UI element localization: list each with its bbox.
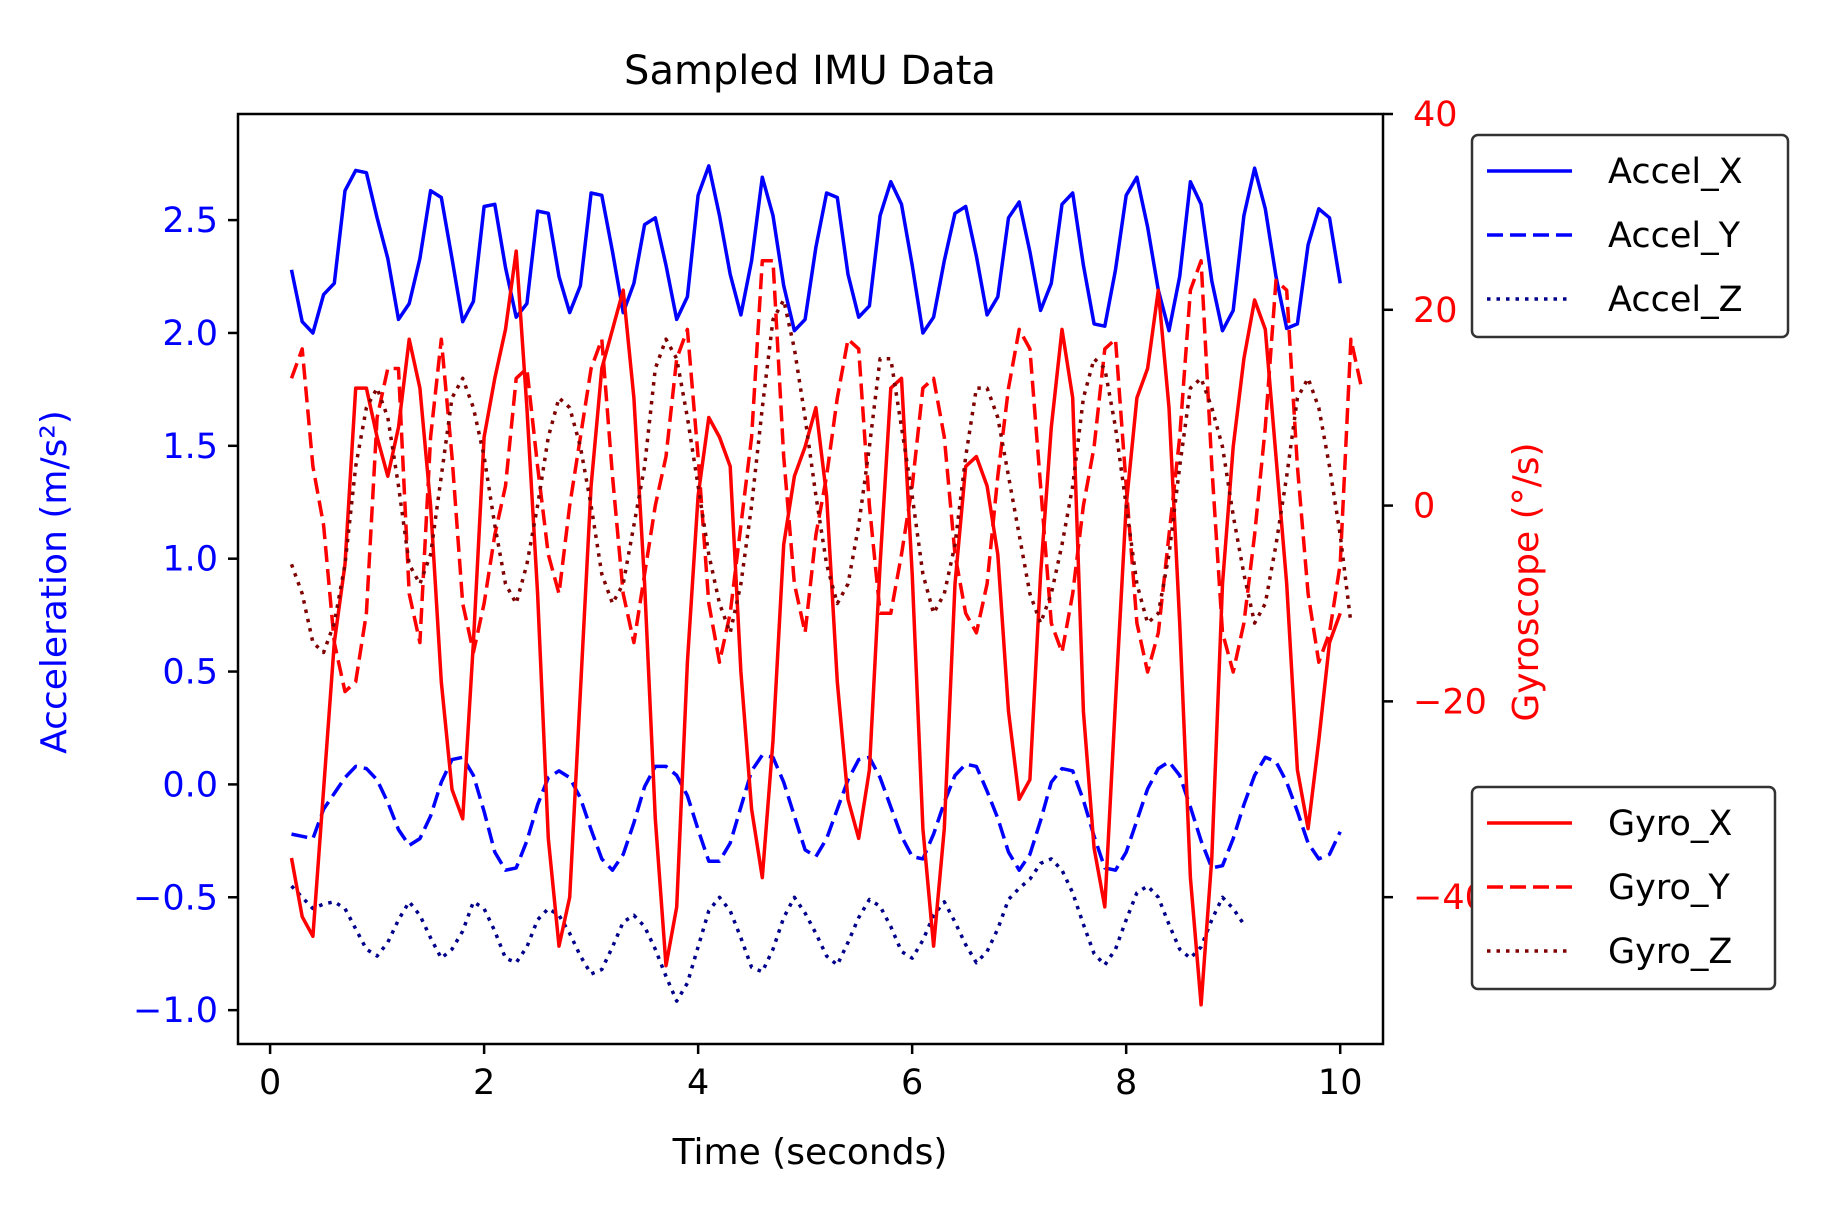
series-accel-x <box>289 164 1342 335</box>
y-tick-label-left: 1.0 <box>162 540 218 580</box>
legend-accel-y-label: Accel_Y <box>1608 216 1741 256</box>
series-gyro-y <box>289 259 1364 694</box>
series-layer <box>289 164 1364 1007</box>
y-tick-label-left: −0.5 <box>133 878 218 918</box>
x-axis-label: Time (seconds) <box>672 1132 948 1173</box>
plot-frame <box>236 112 1385 1046</box>
x-tick-label: 6 <box>901 1063 923 1103</box>
y-tick-label-left: −1.0 <box>133 991 218 1031</box>
legend-gyro-z-label: Gyro_Z <box>1608 932 1732 972</box>
legend-gyro-y-label: Gyro_Y <box>1608 868 1730 908</box>
y-tick-label-left: 2.0 <box>162 314 218 354</box>
legend-accel-frame <box>1470 133 1790 339</box>
legend-gyro-x-label: Gyro_X <box>1608 804 1732 844</box>
x-tick-label: 4 <box>687 1063 709 1103</box>
y-tick-label-left: 2.5 <box>162 201 218 241</box>
legend-accel-z-label: Accel_Z <box>1608 280 1743 320</box>
ticks-layer: 0 2 4 6 8 10−1.0−0.50.00.51.01.52.02.5−40−200… <box>133 95 1487 1103</box>
x-tick-label: 2 <box>473 1063 495 1103</box>
chart-title: Sampled IMU Data <box>624 48 996 94</box>
legend-accel-x-label: Accel_X <box>1608 152 1743 192</box>
series-gyro-x <box>289 249 1342 1007</box>
y-tick-label-left: 1.5 <box>162 427 218 467</box>
y-tick-label-left: 0.5 <box>162 653 218 693</box>
legend-accel: Accel_X Accel_Y Accel_Z <box>1470 133 1790 339</box>
legend-gyro: Gyro_X Gyro_Y Gyro_Z <box>1470 785 1777 991</box>
y-tick-label-right: 40 <box>1413 95 1458 135</box>
x-tick-label: 0 <box>259 1063 281 1103</box>
series-gyro-z <box>289 298 1353 655</box>
y-axis-label-right: Gyroscope (°/s) <box>1506 442 1547 721</box>
y-tick-label-right: 20 <box>1413 291 1458 331</box>
y-axis-label-left: Acceleration (m/s²) <box>34 410 75 754</box>
y-tick-label-right: 0 <box>1413 487 1435 527</box>
legend-gyro-frame <box>1470 785 1777 991</box>
y-tick-label-right: −20 <box>1413 682 1487 722</box>
x-tick-label: 8 <box>1115 1063 1137 1103</box>
x-tick-label: 10 <box>1318 1063 1363 1103</box>
y-tick-label-left: 0.0 <box>162 765 218 805</box>
